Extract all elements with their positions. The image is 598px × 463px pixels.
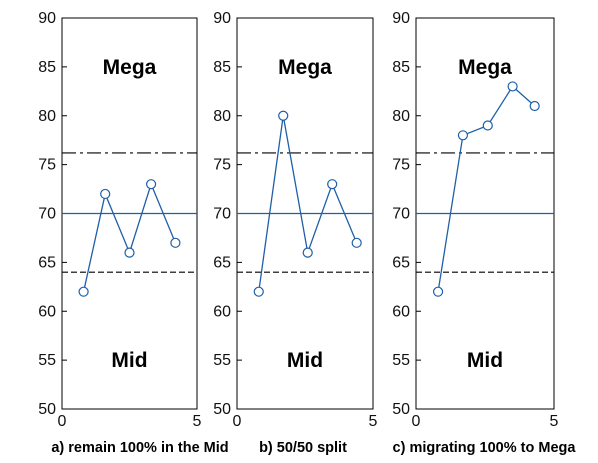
chart-panel-2: 50 55 60 65 70 75 80 85 90 0 5 Mega Mid b) 50/50 spli… bbox=[213, 10, 377, 456]
y-tick-label: 85 bbox=[38, 59, 56, 76]
x-tick-label: 5 bbox=[550, 413, 559, 430]
panel-caption: b) 50/50 split bbox=[259, 440, 347, 456]
y-tick-label: 60 bbox=[38, 303, 56, 320]
series-line bbox=[258, 115, 358, 292]
data-point bbox=[100, 188, 111, 200]
data-point bbox=[482, 120, 493, 131]
y-tick-label: 55 bbox=[392, 352, 410, 369]
chart-panel-3: 50 55 60 65 70 75 80 85 90 0 5 Mega Mid c) migrating … bbox=[392, 10, 576, 456]
data-point bbox=[327, 179, 338, 190]
data-point bbox=[124, 247, 135, 258]
data-point bbox=[78, 286, 89, 297]
y-tick-label: 85 bbox=[392, 59, 410, 76]
x-tick-label: 0 bbox=[233, 413, 242, 430]
y-tick-label: 55 bbox=[213, 352, 231, 369]
y-tick-label: 70 bbox=[38, 206, 56, 223]
upper-region-label: Mega bbox=[458, 56, 512, 79]
y-tick-label: 90 bbox=[213, 10, 231, 27]
y-tick-label: 90 bbox=[38, 10, 56, 27]
data-point bbox=[170, 237, 181, 248]
data-point bbox=[457, 130, 469, 141]
x-tick-label: 5 bbox=[369, 413, 378, 430]
y-tick-label: 55 bbox=[38, 352, 56, 369]
y-tick-label: 85 bbox=[213, 59, 231, 76]
data-point bbox=[146, 179, 157, 190]
y-tick-label: 65 bbox=[38, 254, 56, 271]
y-tick-label: 60 bbox=[392, 303, 410, 320]
chart-panel-1: 50 55 60 65 70 75 80 85 90 0 5 Mega Mid a) remain 100… bbox=[38, 10, 228, 456]
lower-region-label: Mid bbox=[287, 349, 323, 372]
lower-region-label: Mid bbox=[467, 349, 503, 372]
series-line bbox=[82, 182, 177, 292]
data-point bbox=[351, 237, 362, 248]
panel-caption: a) remain 100% in the Mid bbox=[51, 440, 228, 456]
data-point bbox=[278, 110, 289, 121]
y-tick-label: 70 bbox=[392, 206, 410, 223]
x-tick-label: 0 bbox=[58, 413, 67, 430]
data-point bbox=[507, 81, 518, 92]
upper-region-label: Mega bbox=[103, 56, 157, 79]
x-tick-label: 0 bbox=[412, 413, 421, 430]
x-tick-label: 5 bbox=[193, 413, 202, 430]
y-tick-label: 70 bbox=[213, 206, 231, 223]
upper-region-label: Mega bbox=[278, 56, 332, 79]
y-tick-label: 50 bbox=[392, 401, 410, 418]
lower-region-label: Mid bbox=[111, 349, 147, 372]
data-point bbox=[302, 247, 313, 258]
y-tick-label: 80 bbox=[38, 108, 56, 125]
y-tick-label: 80 bbox=[392, 108, 410, 125]
y-tick-label: 65 bbox=[213, 254, 231, 271]
y-tick-label: 75 bbox=[38, 157, 56, 174]
data-point bbox=[529, 100, 540, 112]
y-tick-label: 60 bbox=[213, 303, 231, 320]
panel-caption: c) migrating 100% to Mega bbox=[393, 440, 577, 456]
y-tick-label: 75 bbox=[392, 157, 410, 174]
y-tick-label: 80 bbox=[213, 108, 231, 125]
y-tick-label: 50 bbox=[213, 401, 231, 418]
y-tick-label: 90 bbox=[392, 10, 410, 27]
y-tick-label: 50 bbox=[38, 401, 56, 418]
data-point bbox=[253, 286, 264, 297]
data-point bbox=[432, 286, 444, 297]
y-tick-label: 65 bbox=[392, 254, 410, 271]
y-tick-label: 75 bbox=[213, 157, 231, 174]
series-line bbox=[437, 85, 536, 292]
